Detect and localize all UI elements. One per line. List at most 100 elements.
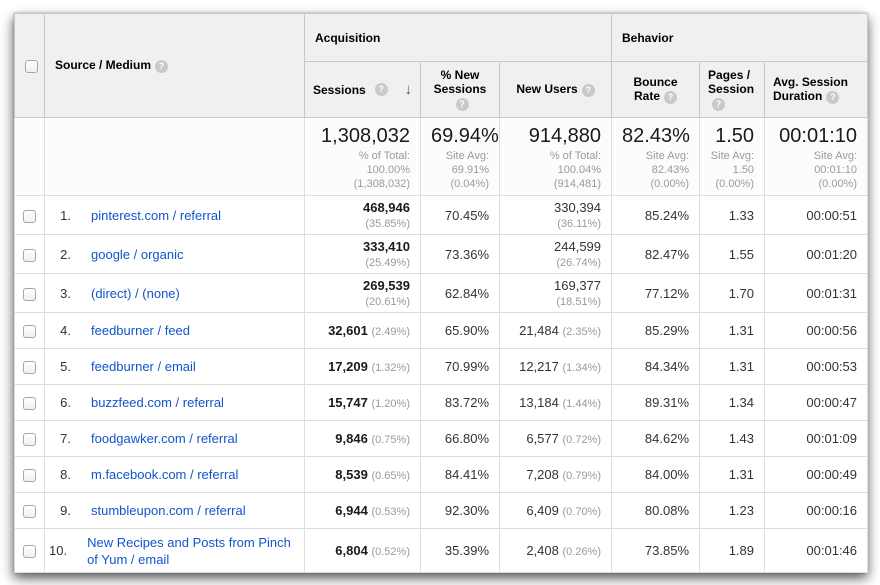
new-users-value: 13,184 (519, 395, 559, 410)
summary-avg-duration: 00:01:10 Site Avg: 00:01:10 (0.00%) (764, 117, 869, 196)
table-row: 6. buzzfeed.com / referral 15,747 (1.20%)… (14, 384, 869, 421)
new-sessions-value: 35.39% (420, 528, 500, 573)
new-sessions-value: 84.41% (420, 456, 500, 493)
avg-duration-value: 00:00:51 (764, 195, 869, 235)
sort-descending-icon[interactable]: ↓ (404, 81, 413, 98)
new-users-percent: (36.11%) (557, 218, 602, 230)
source-medium-link[interactable]: stumbleupon.com / referral (91, 503, 246, 518)
sessions-percent: (35.85%) (365, 218, 410, 230)
table-row: 4. feedburner / feed 32,601 (2.49%) 65.90… (14, 312, 869, 349)
summary-pages-session-value: 1.50 (715, 125, 755, 147)
pages-session-value: 1.43 (699, 420, 766, 457)
help-icon[interactable]: ? (374, 83, 388, 96)
bounce-rate-value: 85.29% (611, 312, 701, 349)
new-users-percent: (26.74%) (556, 257, 602, 269)
source-medium-link[interactable]: feedburner / email (91, 359, 196, 374)
avg-duration-value: 00:01:09 (764, 420, 869, 457)
help-icon[interactable]: ? (664, 90, 678, 104)
summary-avg-duration-subtext: Site Avg: 00:01:10 (0.00%) (813, 150, 858, 190)
new-sessions-value: 62.84% (420, 273, 500, 313)
new-users-percent: (1.34%) (562, 362, 602, 374)
new-sessions-value: 73.36% (420, 234, 500, 274)
sessions-value: 269,539 (363, 278, 410, 293)
row-checkbox[interactable] (23, 545, 36, 559)
summary-pages-session-subtext: Site Avg: 1.50 (0.00%) (710, 150, 755, 190)
row-rank: 2. (60, 246, 71, 262)
source-medium-link[interactable]: New Recipes and Posts from Pinch of Yum … (87, 534, 291, 567)
column-header-pct-new-sessions[interactable]: % New Sessions? (420, 61, 500, 118)
new-users-label: New Users (516, 82, 578, 97)
bounce-rate-value: 84.34% (611, 348, 701, 385)
row-checkbox[interactable] (23, 287, 36, 301)
column-header-avg-duration[interactable]: Avg. Session Duration? (764, 61, 869, 118)
new-users-percent: (18.51%) (556, 296, 602, 308)
row-rank: 7. (60, 431, 71, 446)
summary-new-users-subtext: % of Total: 100.04% (914,481) (549, 150, 602, 190)
row-checkbox[interactable] (23, 397, 36, 411)
sessions-percent: (1.20%) (371, 398, 410, 410)
bounce-rate-value: 77.12% (611, 273, 701, 313)
sessions-percent: (20.61%) (365, 296, 410, 308)
sessions-value: 9,846 (335, 431, 368, 446)
summary-sessions-subtext: % of Total: 100.00% (1,308,032) (353, 150, 410, 190)
row-rank: 1. (60, 207, 71, 223)
pages-session-value: 1.89 (699, 528, 766, 573)
avg-duration-value: 00:01:20 (764, 234, 869, 274)
row-checkbox[interactable] (23, 209, 36, 223)
table-row: 1. pinterest.com / referral 468,946 (35.8… (14, 195, 869, 235)
help-icon[interactable]: ? (155, 59, 169, 73)
source-medium-link[interactable]: buzzfeed.com / referral (91, 395, 224, 410)
row-checkbox[interactable] (23, 248, 36, 262)
column-header-new-users[interactable]: New Users? (498, 61, 613, 118)
source-medium-link[interactable]: google / organic (91, 246, 184, 262)
pages-session-value: 1.31 (699, 312, 766, 349)
row-checkbox[interactable] (23, 325, 36, 339)
help-icon[interactable]: ? (455, 97, 469, 111)
row-checkbox[interactable] (23, 505, 36, 519)
source-medium-link[interactable]: pinterest.com / referral (91, 207, 222, 223)
column-header-pages-session[interactable]: Pages / Session? (699, 61, 766, 118)
bounce-rate-value: 89.31% (611, 384, 701, 421)
column-header-source-medium[interactable]: Source / Medium? (44, 13, 305, 118)
summary-new-sessions-value: 69.94% (431, 125, 499, 147)
avg-duration-value: 00:01:31 (764, 273, 869, 313)
new-users-value: 2,408 (526, 543, 559, 558)
pages-session-value: 1.34 (699, 384, 766, 421)
bounce-rate-value: 84.62% (611, 420, 701, 457)
new-users-percent: (2.35%) (562, 326, 602, 338)
summary-avg-duration-value: 00:01:10 (779, 125, 858, 147)
new-users-value: 6,577 (526, 431, 559, 446)
help-icon[interactable]: ? (826, 90, 840, 104)
pages-session-value: 1.70 (699, 273, 766, 313)
summary-new-sessions: 69.94% Site Avg: 69.91% (0.04%) (420, 117, 500, 196)
column-header-bounce-rate[interactable]: Bounce Rate? (611, 61, 701, 118)
new-users-value: 6,409 (526, 503, 559, 518)
row-rank: 10. (49, 543, 68, 558)
summary-bounce-rate-value: 82.43% (622, 125, 690, 147)
source-medium-link[interactable]: foodgawker.com / referral (91, 431, 238, 446)
pages-session-label: Pages / Session (708, 68, 755, 97)
avg-duration-value: 00:00:49 (764, 456, 869, 493)
sessions-value: 32,601 (328, 323, 368, 338)
source-medium-link[interactable]: feedburner / feed (91, 323, 191, 338)
select-all-checkbox[interactable] (25, 59, 38, 73)
totals-row: 1,308,032 % of Total: 100.00% (1,308,032… (14, 117, 869, 196)
new-users-percent: (0.26%) (562, 546, 602, 558)
row-rank: 8. (60, 467, 71, 482)
column-header-sessions[interactable]: Sessions? ↓ (304, 61, 421, 118)
pct-new-sessions-label: % New Sessions (433, 68, 487, 97)
new-sessions-value: 70.99% (420, 348, 500, 385)
pages-session-value: 1.31 (699, 456, 766, 493)
help-icon[interactable]: ? (712, 97, 726, 111)
row-checkbox[interactable] (23, 361, 36, 375)
table-row: 3. (direct) / (none) 269,539 (20.61%) 62.… (14, 273, 869, 313)
sessions-percent: (0.53%) (371, 506, 410, 518)
help-icon[interactable]: ? (581, 83, 595, 97)
table-row: 2. google / organic 333,410 (25.49%) 73.3… (14, 234, 869, 274)
row-checkbox[interactable] (23, 469, 36, 483)
source-medium-link[interactable]: m.facebook.com / referral (91, 467, 239, 482)
new-users-percent: (1.44%) (562, 398, 602, 410)
row-checkbox[interactable] (23, 433, 36, 447)
source-medium-link[interactable]: (direct) / (none) (91, 285, 180, 301)
pages-session-value: 1.23 (699, 492, 766, 529)
